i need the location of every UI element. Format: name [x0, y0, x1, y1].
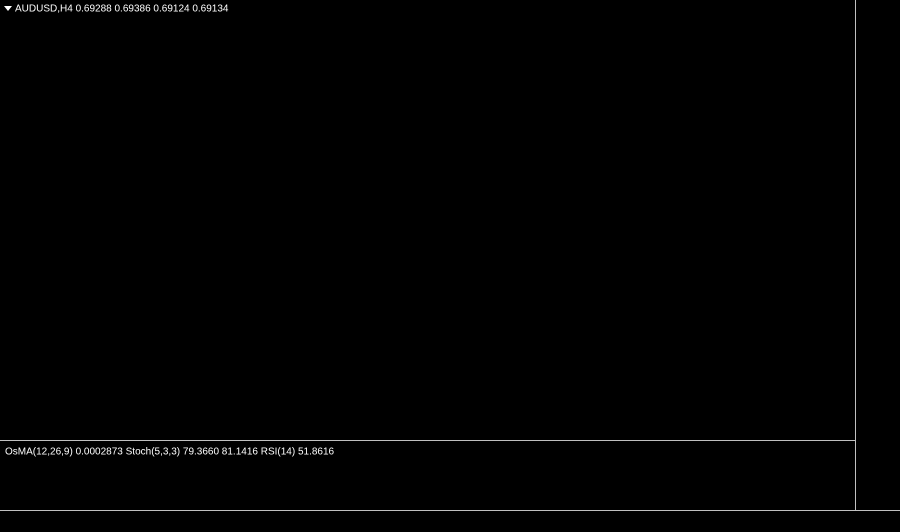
chart-title: AUDUSD,H4 0.69288 0.69386 0.69124 0.6913… — [15, 4, 229, 15]
menu-arrow[interactable] — [4, 6, 12, 11]
indicator-title: OsMA(12,26,9) 0.0002873 Stoch(5,3,3) 79.… — [5, 447, 335, 458]
